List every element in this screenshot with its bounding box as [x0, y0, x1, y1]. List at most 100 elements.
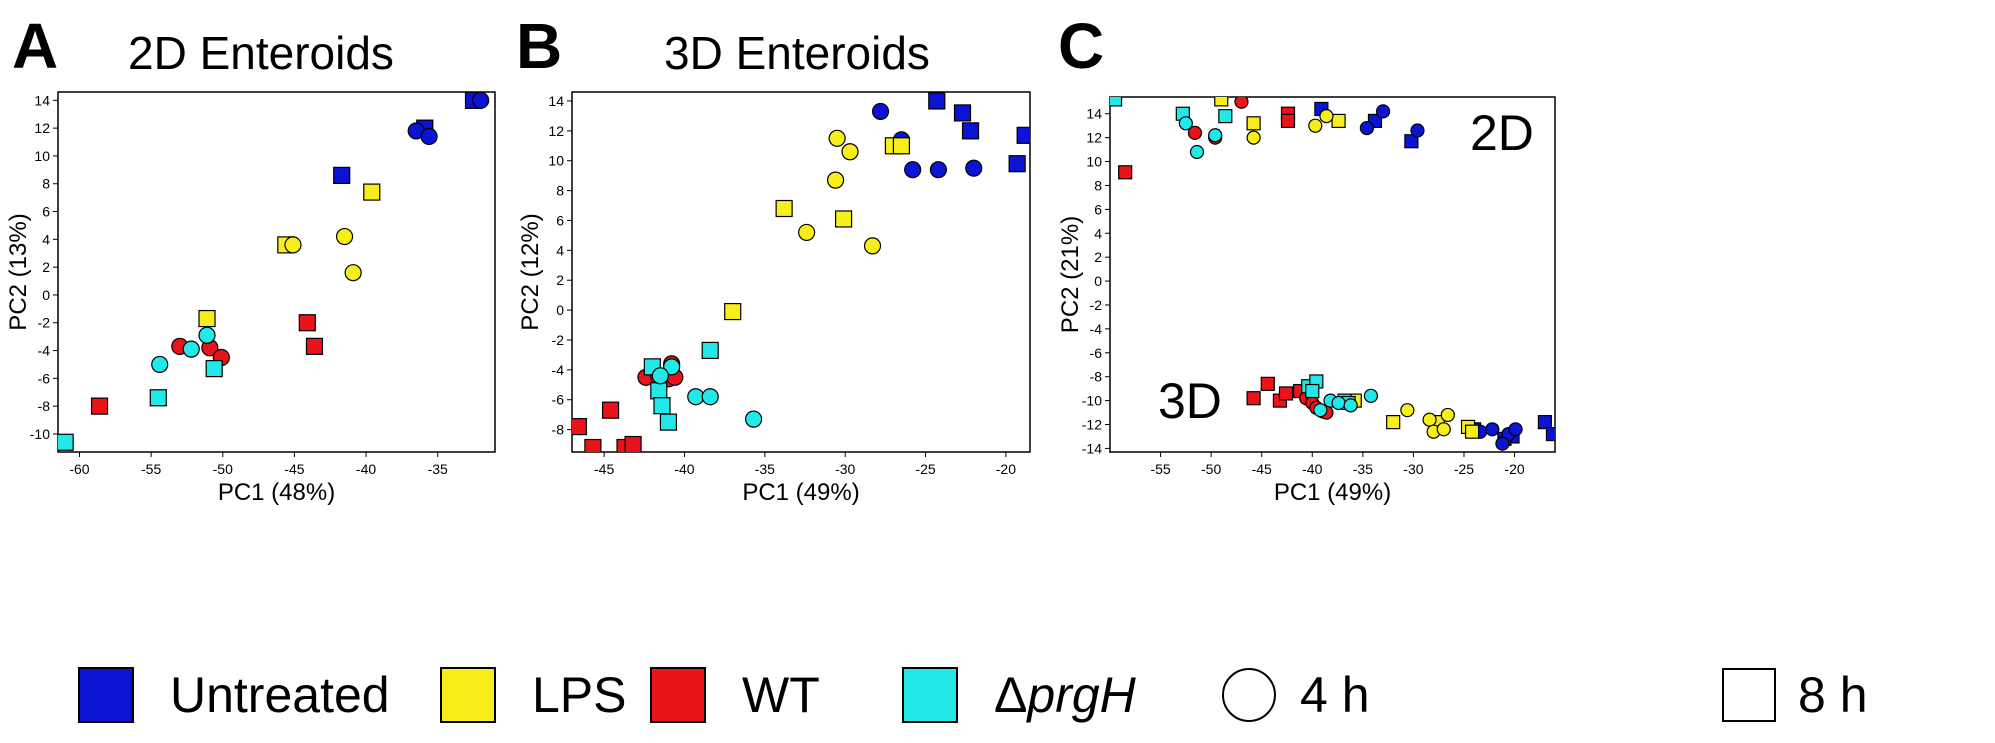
legend-label-8h: 8 h	[1798, 667, 1868, 723]
x-tick-label: -35	[755, 461, 775, 477]
point-prgh-4h	[1363, 388, 1379, 403]
point-untreated-4h	[904, 161, 922, 179]
point-untreated-8h	[928, 92, 946, 110]
legend-item-lps: LPS	[440, 660, 627, 730]
point-untreated-4h	[1359, 120, 1374, 136]
point-wt-8h	[305, 337, 324, 355]
point-untreated-4h	[472, 92, 490, 109]
y-tick-label: 12	[548, 123, 564, 139]
point-wt-8h	[1118, 165, 1133, 180]
point-lps-8h	[834, 210, 853, 228]
y-axis-label: PC2 (13%)	[5, 213, 32, 330]
point-wt-4h	[1187, 125, 1203, 140]
x-tick-label: -45	[1252, 461, 1272, 477]
data-points	[58, 92, 490, 451]
inset-label-2d: 2D	[1470, 105, 1534, 161]
x-tick-label: -30	[1403, 461, 1423, 477]
point-lps-4h	[841, 143, 859, 161]
data-points	[572, 92, 1030, 452]
y-tick-label: -14	[1082, 440, 1102, 456]
point-untreated-4h	[965, 159, 983, 177]
data-points	[1110, 97, 1555, 451]
legend-label-prgh: ΔprgH	[994, 670, 1136, 720]
point-prgh-4h	[1178, 116, 1193, 131]
y-tick-label: 12	[1086, 130, 1102, 146]
wt-swatch-icon	[650, 667, 706, 723]
x-axis-label: PC1 (48%)	[218, 479, 335, 506]
y-tick-label: 2	[42, 259, 50, 275]
point-wt-8h	[1260, 376, 1275, 391]
x-tick-label: -25	[1454, 461, 1474, 477]
y-tick-label: -6	[38, 370, 51, 386]
point-untreated-4h	[929, 161, 948, 179]
point-untreated-4h	[1495, 436, 1510, 451]
point-lps-8h	[724, 302, 742, 321]
point-lps-4h	[863, 237, 882, 255]
y-tick-label: -10	[1082, 393, 1102, 409]
y-tick-label: 14	[34, 92, 50, 108]
point-lps-8h	[775, 199, 793, 218]
point-lps-4h	[344, 264, 362, 282]
legend-label-4h: 4 h	[1300, 667, 1370, 723]
y-tick-label: -6	[552, 392, 565, 408]
point-untreated-4h	[871, 102, 890, 121]
point-prgh-4h	[182, 340, 200, 358]
y-tick-label: 14	[1086, 106, 1102, 122]
y-tick-label: 2	[556, 272, 564, 288]
plot-frame	[57, 91, 496, 453]
point-lps-4h	[1440, 407, 1455, 423]
panel-title-b: 3D Enteroids	[664, 27, 930, 79]
x-tick-label: -60	[69, 461, 89, 477]
point-lps-8h	[1331, 113, 1346, 129]
point-prgh-8h	[149, 389, 167, 407]
point-wt-8h	[624, 435, 642, 452]
point-lps-8h	[1214, 97, 1229, 107]
x-tick-label: -55	[1150, 461, 1170, 477]
y-tick-label: 14	[548, 93, 564, 109]
point-lps-8h	[1464, 424, 1480, 439]
y-tick-label: 10	[548, 153, 564, 169]
point-prgh-8h	[205, 360, 223, 378]
y-tick-label: 4	[42, 231, 50, 247]
point-prgh-8h	[1305, 383, 1320, 399]
point-prgh-4h	[663, 358, 681, 376]
point-untreated-8h	[1545, 426, 1555, 442]
legend-label-prgh-prefix: Δ	[994, 667, 1028, 723]
square-shape-icon	[1722, 668, 1776, 722]
point-untreated-8h	[961, 122, 980, 140]
legend-item-wt: WT	[650, 660, 820, 730]
scatter-plot-2d-enteroids: -60 -55 -50 -45 -40 -35 -10 -8 -6 -4 -2 0 2 4 6 8 10 12 14…	[5, 91, 496, 506]
point-lps-8h	[892, 137, 911, 155]
point-prgh-4h	[1343, 398, 1358, 413]
y-tick-label: 6	[1094, 201, 1102, 217]
point-wt-8h	[601, 401, 620, 419]
point-prgh-4h	[651, 367, 669, 385]
point-untreated-4h	[1375, 104, 1391, 119]
point-prgh-8h	[659, 413, 678, 431]
y-axis-label: PC2 (21%)	[1057, 216, 1084, 333]
y-tick-label: 8	[1094, 177, 1102, 193]
panel-letter-c: C	[1058, 10, 1105, 82]
point-lps-4h	[828, 129, 846, 147]
scatter-plot-3d-enteroids: -45 -40 -35 -30 -25 -20-8-6-4-202468101214PC1…	[517, 91, 1031, 506]
point-untreated-8h	[333, 166, 351, 184]
y-tick-label: -8	[1090, 369, 1103, 385]
y-tick-label: 2	[1094, 249, 1102, 265]
prgh-swatch-icon	[902, 667, 958, 723]
x-tick-label: -20	[1504, 461, 1524, 477]
point-wt-8h	[584, 438, 602, 452]
point-lps-8h	[363, 183, 381, 201]
point-prgh-8h	[58, 433, 74, 451]
y-tick-label: 10	[34, 148, 50, 164]
point-wt-8h	[1278, 386, 1294, 401]
point-wt-8h	[1246, 391, 1261, 406]
point-prgh-4h	[1189, 144, 1205, 160]
x-tick-label: -25	[915, 461, 935, 477]
y-tick-label: 4	[1094, 225, 1102, 241]
point-lps-4h	[1436, 422, 1451, 437]
legend-item-prgh: ΔprgH	[902, 660, 1136, 730]
x-tick-label: -35	[1353, 461, 1373, 477]
legend-item-4h: 4 h	[1222, 660, 1370, 730]
plot-frame	[571, 91, 1031, 453]
y-tick-label: 0	[556, 302, 564, 318]
